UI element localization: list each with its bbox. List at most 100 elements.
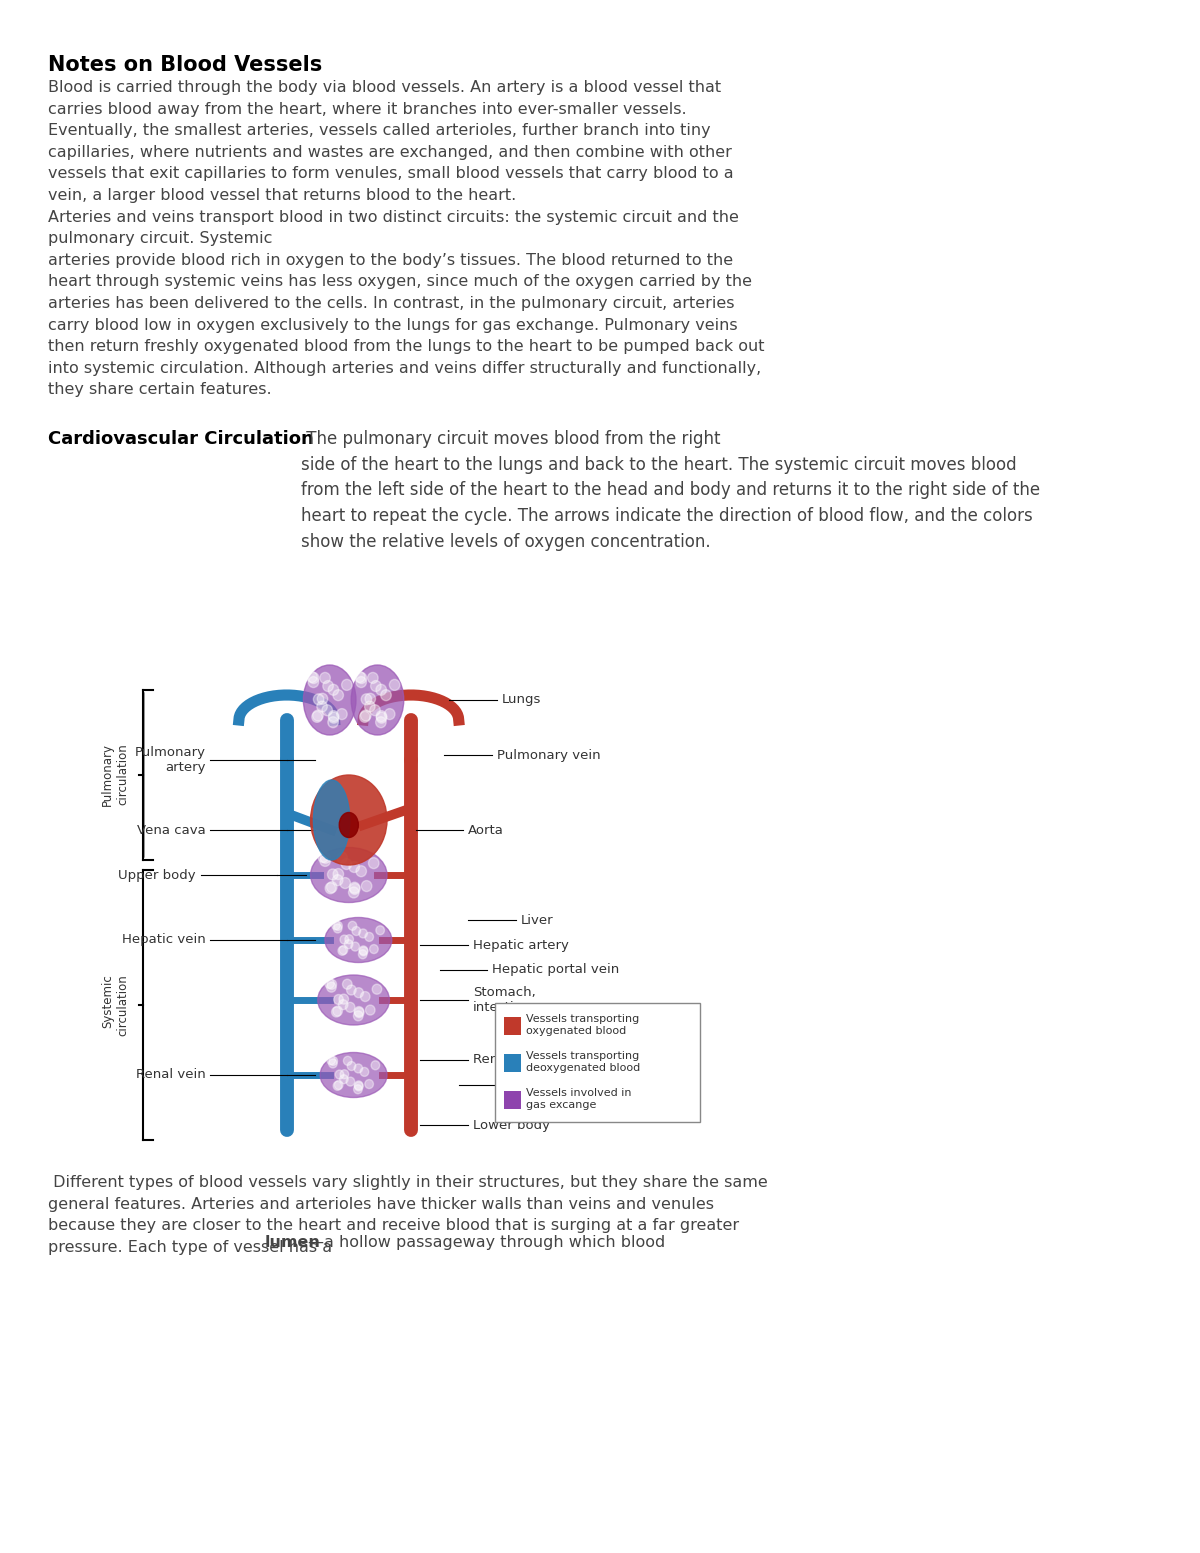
Circle shape bbox=[349, 884, 360, 895]
Text: Systemic
circulation: Systemic circulation bbox=[101, 974, 130, 1036]
Circle shape bbox=[376, 711, 386, 722]
Text: —a hollow passageway through which blood: —a hollow passageway through which blood bbox=[308, 1235, 666, 1250]
Ellipse shape bbox=[311, 775, 388, 865]
Circle shape bbox=[377, 713, 386, 724]
Circle shape bbox=[326, 882, 337, 893]
Text: Renal vein: Renal vein bbox=[136, 1068, 205, 1081]
Circle shape bbox=[366, 1005, 376, 1016]
Circle shape bbox=[359, 950, 367, 958]
Ellipse shape bbox=[340, 812, 359, 837]
Text: Pulmonary vein: Pulmonary vein bbox=[497, 749, 600, 761]
Circle shape bbox=[326, 980, 336, 989]
Circle shape bbox=[361, 881, 372, 891]
Ellipse shape bbox=[313, 780, 349, 860]
FancyBboxPatch shape bbox=[504, 1017, 521, 1034]
Circle shape bbox=[342, 679, 352, 691]
Text: Upper body: Upper body bbox=[119, 868, 196, 882]
Circle shape bbox=[325, 978, 335, 989]
Circle shape bbox=[331, 1006, 341, 1017]
Circle shape bbox=[367, 672, 378, 683]
FancyBboxPatch shape bbox=[504, 1092, 521, 1109]
Circle shape bbox=[340, 877, 350, 888]
Circle shape bbox=[346, 1078, 355, 1086]
Text: Lower body: Lower body bbox=[473, 1118, 550, 1132]
Circle shape bbox=[326, 981, 336, 992]
Circle shape bbox=[354, 988, 364, 997]
Circle shape bbox=[308, 677, 319, 688]
Circle shape bbox=[334, 868, 343, 879]
Circle shape bbox=[389, 679, 400, 691]
Text: Notes on Blood Vessels: Notes on Blood Vessels bbox=[48, 54, 322, 75]
FancyBboxPatch shape bbox=[504, 1054, 521, 1072]
Circle shape bbox=[370, 944, 378, 954]
Circle shape bbox=[354, 1006, 364, 1017]
Text: Kidneys: Kidneys bbox=[511, 1078, 564, 1092]
Text: Cardiovascular Circulation: Cardiovascular Circulation bbox=[48, 430, 313, 447]
Circle shape bbox=[325, 882, 336, 893]
Circle shape bbox=[340, 1075, 348, 1084]
Circle shape bbox=[320, 856, 330, 867]
Text: Pulmonary
circulation: Pulmonary circulation bbox=[101, 744, 130, 806]
Circle shape bbox=[354, 1008, 364, 1017]
Circle shape bbox=[356, 865, 366, 877]
Circle shape bbox=[334, 921, 342, 930]
Circle shape bbox=[354, 1081, 362, 1090]
Circle shape bbox=[354, 1082, 364, 1090]
Circle shape bbox=[312, 711, 323, 722]
Circle shape bbox=[349, 862, 360, 873]
Text: Vessels transporting
oxygenated blood: Vessels transporting oxygenated blood bbox=[526, 1014, 638, 1036]
Circle shape bbox=[352, 927, 361, 935]
Circle shape bbox=[323, 680, 334, 691]
Circle shape bbox=[359, 946, 367, 955]
Circle shape bbox=[338, 994, 348, 1005]
Text: Hepatic artery: Hepatic artery bbox=[473, 938, 569, 952]
Ellipse shape bbox=[311, 848, 388, 902]
Ellipse shape bbox=[320, 1053, 388, 1098]
Circle shape bbox=[344, 935, 354, 944]
Circle shape bbox=[359, 947, 368, 955]
Ellipse shape bbox=[318, 975, 390, 1025]
Circle shape bbox=[347, 1062, 356, 1070]
Circle shape bbox=[329, 711, 338, 722]
Circle shape bbox=[335, 1081, 343, 1090]
Circle shape bbox=[340, 1070, 349, 1079]
Circle shape bbox=[337, 853, 347, 863]
Circle shape bbox=[376, 685, 386, 696]
Text: Hepatic vein: Hepatic vein bbox=[121, 933, 205, 946]
Text: Vena cava: Vena cava bbox=[137, 823, 205, 837]
Circle shape bbox=[322, 705, 332, 716]
Circle shape bbox=[326, 1056, 336, 1065]
Circle shape bbox=[318, 851, 329, 862]
Circle shape bbox=[317, 700, 328, 711]
Circle shape bbox=[372, 985, 382, 994]
Circle shape bbox=[361, 694, 372, 705]
Circle shape bbox=[334, 1081, 342, 1090]
Circle shape bbox=[348, 921, 356, 930]
Text: Lungs: Lungs bbox=[502, 694, 541, 707]
Text: Different types of blood vessels vary slightly in their structures, but they sha: Different types of blood vessels vary sl… bbox=[48, 1176, 768, 1255]
Circle shape bbox=[371, 1061, 379, 1070]
Circle shape bbox=[371, 680, 382, 691]
Circle shape bbox=[320, 853, 331, 863]
Circle shape bbox=[329, 1059, 337, 1068]
Circle shape bbox=[308, 672, 319, 683]
Circle shape bbox=[359, 929, 367, 938]
Circle shape bbox=[368, 857, 379, 868]
Text: lumen: lumen bbox=[264, 1235, 320, 1250]
Circle shape bbox=[313, 694, 324, 705]
Circle shape bbox=[370, 705, 380, 716]
Circle shape bbox=[365, 932, 373, 941]
Circle shape bbox=[354, 1086, 362, 1093]
Circle shape bbox=[329, 713, 340, 724]
Text: Pulmonary
artery: Pulmonary artery bbox=[134, 745, 205, 773]
Circle shape bbox=[376, 717, 386, 728]
Circle shape bbox=[341, 859, 352, 870]
Circle shape bbox=[334, 924, 342, 933]
Circle shape bbox=[365, 700, 376, 711]
Circle shape bbox=[342, 980, 352, 989]
Circle shape bbox=[337, 708, 347, 719]
Circle shape bbox=[360, 711, 370, 722]
Circle shape bbox=[360, 991, 370, 1002]
Circle shape bbox=[329, 1056, 337, 1065]
Circle shape bbox=[332, 874, 343, 885]
